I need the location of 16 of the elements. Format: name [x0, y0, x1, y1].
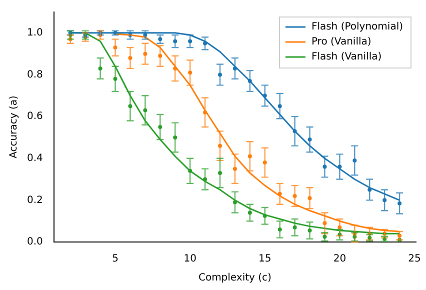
y-tick-label: 0.6: [26, 111, 43, 122]
legend-label: Pro (Vanilla): [311, 36, 372, 48]
x-tick-label: 5: [112, 254, 118, 265]
y-axis-title: Accuracy (a): [8, 96, 20, 158]
x-tick-label: 20: [333, 254, 346, 265]
legend-label: Flash (Polynomial): [311, 22, 404, 33]
y-tick-label: 0.8: [26, 69, 43, 80]
x-tick-label: 10: [184, 254, 196, 265]
x-tick-label: 15: [258, 254, 272, 265]
x-tick-label: 25: [408, 254, 421, 265]
y-tick-label: 0.4: [26, 152, 43, 164]
y-tick-label: 0.0: [26, 236, 43, 248]
x-axis-title: Complexity (c): [198, 272, 272, 284]
legend-label: Flash (Vanilla): [311, 52, 382, 63]
y-tick-label: 0.2: [26, 194, 43, 206]
y-tick-label: 1.0: [26, 28, 43, 39]
